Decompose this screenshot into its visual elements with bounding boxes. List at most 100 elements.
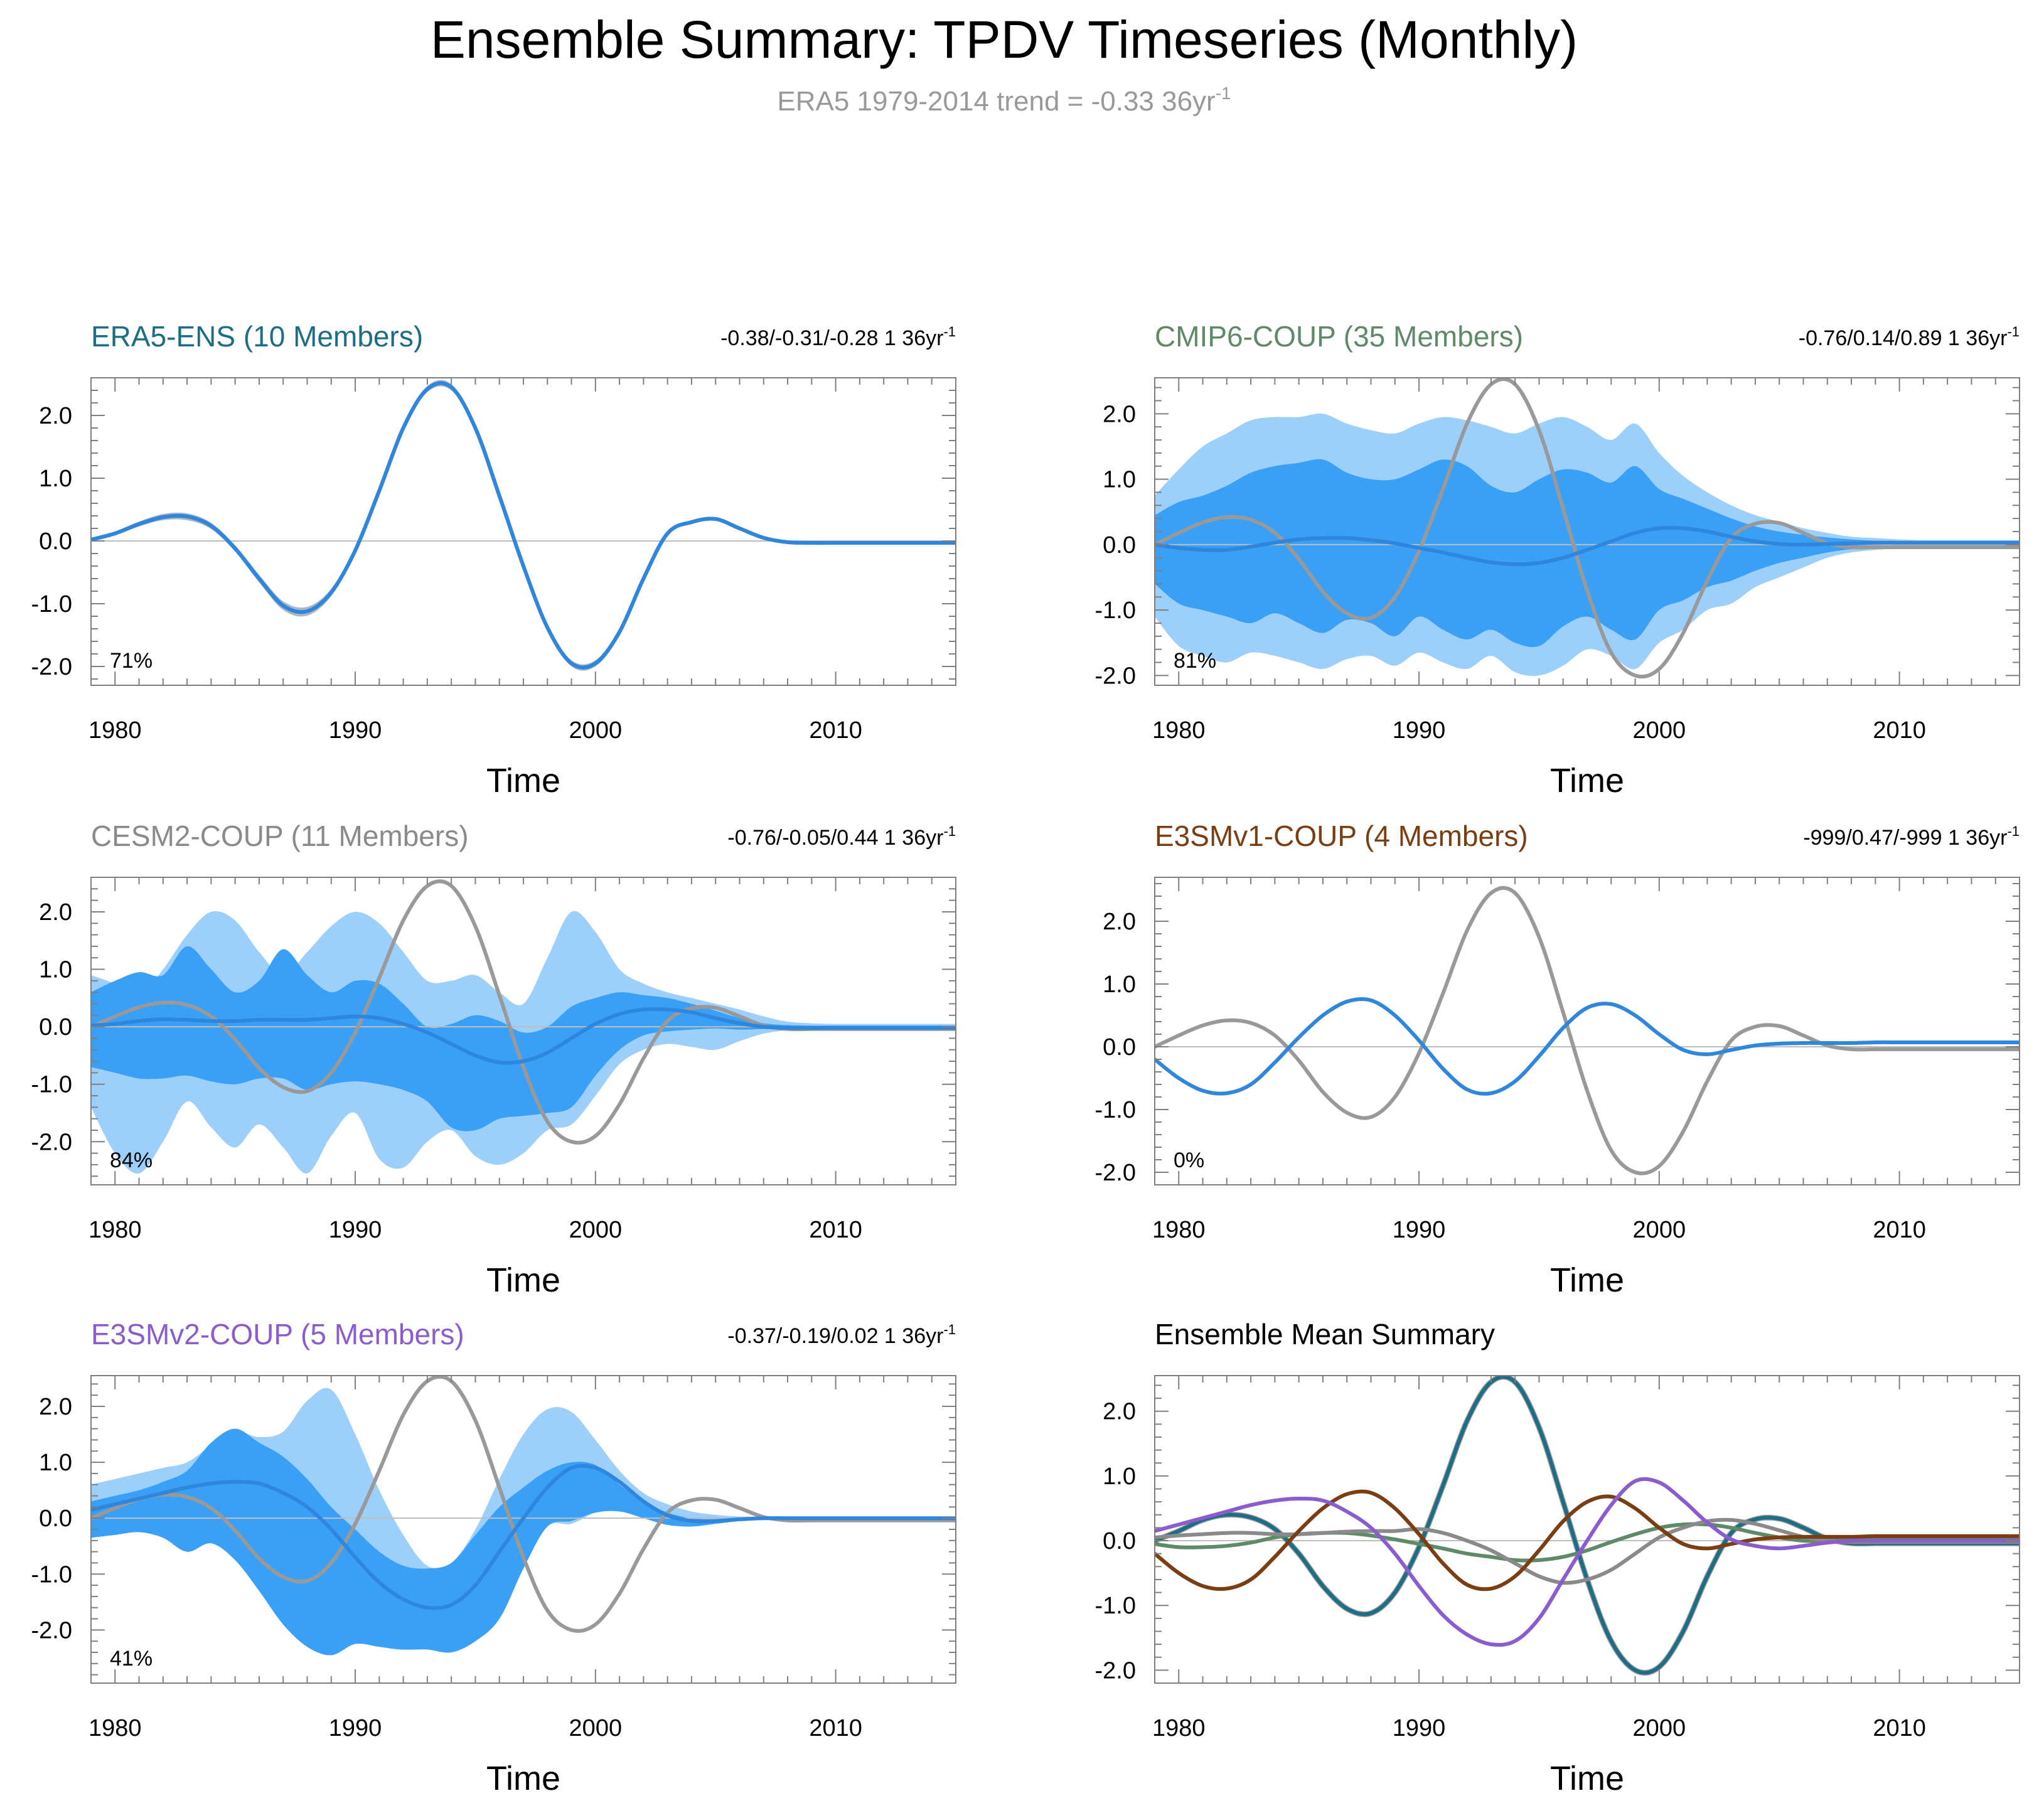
series-line-cesm2-coup (91, 1007, 956, 1065)
trend-text-main: -0.76/-0.05/0.44 1 36yr (727, 826, 943, 850)
y-tick-label: 0.0 (39, 1506, 72, 1532)
y-tick-label: 2.0 (39, 403, 72, 429)
y-tick-label: -2.0 (1095, 1657, 1136, 1684)
x-tick-label: 1990 (329, 1715, 382, 1741)
plot-area (1155, 1376, 2020, 1676)
y-tick-label: -2.0 (31, 654, 72, 680)
y-tick-label: -2.0 (1095, 663, 1136, 689)
y-tick-label: 0.0 (1103, 1034, 1136, 1061)
plot-frame (1154, 877, 2020, 1185)
percent-label: 81% (1174, 649, 1216, 673)
x-axis-label: Time (1550, 1261, 1624, 1299)
series-line-era5 (1155, 885, 2020, 1175)
x-axis-label: Time (486, 1261, 560, 1299)
x-tick-label: 2000 (569, 1715, 623, 1741)
x-tick-label: 2010 (809, 717, 862, 744)
y-tick-label: 2.0 (1103, 1399, 1136, 1425)
x-tick-label: 1980 (1152, 717, 1206, 744)
x-tick-label: 1980 (88, 717, 142, 744)
series-line-e3smv2-coup (91, 1463, 956, 1610)
trend-text-main: -999/0.47/-999 1 36yr (1803, 826, 2007, 850)
x-tick-label: 2000 (1633, 1217, 1686, 1243)
panel-era5-ens: 1980 1990 2000 2010 -2.0 -1.0 0.0 1.0 2.0 Time ERA… (31, 320, 956, 800)
y-tick-label: -1.0 (1095, 1593, 1136, 1619)
plot-area (91, 879, 956, 1174)
y-tick-label: 0.0 (1103, 1528, 1136, 1554)
trend-text-sup: -1 (943, 1322, 956, 1337)
band-inner (91, 946, 956, 1131)
plot-frame (1154, 1375, 2020, 1684)
y-tick-label: 0.0 (39, 1014, 72, 1040)
trend-text-main: -0.38/-0.31/-0.28 1 36yr (720, 326, 943, 350)
y-tick-label: 0.0 (39, 528, 72, 555)
band-inner (1155, 459, 2020, 648)
x-tick-label: 1980 (1152, 1715, 1206, 1741)
y-tick-label: -1.0 (31, 1072, 72, 1098)
panel-ensemble-mean-summary: 1980 1990 2000 2010 -2.0 -1.0 0.0 1.0 2.0 Time Ens… (1095, 1318, 2020, 1797)
plot-area (1155, 885, 2020, 1175)
y-tick-label: 1.0 (1103, 971, 1136, 998)
band-inner (91, 1428, 956, 1656)
panels: 1980 1990 2000 2010 -2.0 -1.0 0.0 1.0 2.0 Time ERA… (31, 320, 2020, 1797)
trend-text-main: -0.37/-0.19/0.02 1 36yr (727, 1324, 943, 1348)
series-line-e3smv2-coup (1155, 1477, 2020, 1647)
plot-area (91, 1376, 956, 1656)
y-tick-label: 1.0 (1103, 467, 1136, 493)
y-tick-label: 0.0 (1103, 532, 1136, 559)
x-tick-label: 2010 (1873, 717, 1926, 744)
x-tick-label: 1990 (329, 717, 382, 744)
panel-title: E3SMv1-COUP (4 Members) (1155, 820, 1528, 852)
series-line-era5 (91, 1376, 956, 1633)
x-tick-label: 1990 (1393, 1217, 1446, 1243)
trend-text: -999/0.47/-999 1 36yr-1 (1803, 823, 2020, 850)
x-tick-label: 2010 (809, 1715, 862, 1741)
trend-text: -0.37/-0.19/0.02 1 36yr-1 (727, 1322, 956, 1348)
panel-title: ERA5-ENS (10 Members) (91, 320, 423, 353)
panel-title: E3SMv2-COUP (5 Members) (91, 1318, 464, 1351)
x-tick-label: 2010 (1873, 1217, 1926, 1243)
trend-text-sup: -1 (2007, 823, 2020, 839)
trend-text: -0.76/0.14/0.89 1 36yr-1 (1799, 324, 2020, 350)
percent-label: 71% (110, 649, 152, 673)
panel-e3smv2-coup: 1980 1990 2000 2010 -2.0 -1.0 0.0 1.0 2.0 Time E3S… (31, 1318, 956, 1797)
x-tick-label: 2000 (569, 1217, 623, 1243)
x-tick-label: 2010 (1873, 1715, 1926, 1741)
y-tick-label: -1.0 (1095, 597, 1136, 624)
percent-label: 41% (110, 1647, 152, 1671)
trend-text-sup: -1 (943, 324, 956, 340)
x-tick-label: 2000 (1633, 717, 1686, 744)
x-axis-label: Time (1550, 1760, 1624, 1797)
figure-title: Ensemble Summary: TPDV Timeseries (Month… (431, 10, 1578, 69)
x-tick-label: 1980 (88, 1217, 142, 1243)
y-tick-label: 2.0 (39, 1394, 72, 1420)
y-tick-label: 2.0 (39, 899, 72, 926)
x-tick-label: 2000 (1633, 1715, 1686, 1741)
series-line-e3smv1-coup (1155, 1489, 2020, 1591)
x-tick-label: 1990 (329, 1217, 382, 1243)
series-line-era5 (91, 381, 956, 670)
band-outer (91, 380, 956, 671)
trend-text: -0.76/-0.05/0.44 1 36yr-1 (727, 823, 956, 850)
y-tick-label: 2.0 (1103, 401, 1136, 427)
figure-subtitle-sup: -1 (1216, 83, 1231, 103)
series-line-cmip6-coup (1155, 526, 2020, 567)
y-tick-label: -2.0 (1095, 1160, 1136, 1186)
y-tick-label: 2.0 (1103, 909, 1136, 935)
y-tick-label: -2.0 (31, 1129, 72, 1155)
x-tick-label: 1980 (88, 1715, 142, 1741)
series-line-era5 (1155, 1376, 2020, 1676)
x-axis-label: Time (1550, 762, 1624, 800)
percent-label: 84% (110, 1148, 152, 1172)
panel-title: Ensemble Mean Summary (1155, 1318, 1495, 1351)
series-line-e3smv1-coup (1155, 997, 2020, 1096)
x-axis-label: Time (486, 762, 560, 800)
panel-title: CESM2-COUP (11 Members) (91, 820, 469, 852)
x-tick-label: 2000 (569, 717, 623, 744)
percent-label: 0% (1174, 1148, 1204, 1172)
figure-subtitle-main: ERA5 1979-2014 trend = -0.33 36yr (777, 86, 1215, 117)
y-tick-label: -1.0 (31, 591, 72, 618)
trend-text: -0.38/-0.31/-0.28 1 36yr-1 (720, 324, 956, 350)
y-tick-label: 1.0 (39, 466, 72, 492)
x-tick-label: 1990 (1393, 1715, 1446, 1741)
